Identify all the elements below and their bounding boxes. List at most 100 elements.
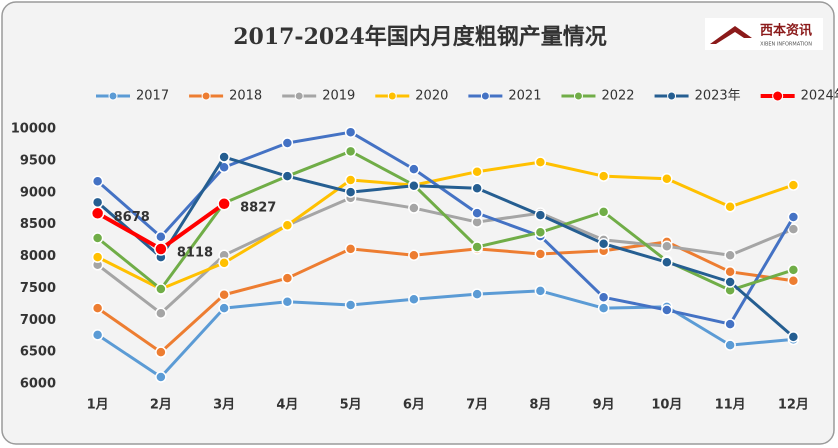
legend-marker [667,91,677,101]
data-point [344,186,357,198]
data-point [344,145,357,158]
data-point [597,302,610,314]
x-tick-label: 4月 [276,398,298,413]
data-point [597,170,610,182]
data-point [91,196,104,209]
data-point [534,285,547,297]
y-tick-label: 9000 [20,185,56,200]
x-tick-label: 12月 [778,398,809,413]
x-tick-label: 9月 [593,398,615,413]
data-point [534,156,547,168]
data-point [344,243,357,255]
legend-label: 2021 [508,89,541,104]
legend-marker [480,91,490,101]
legend-label: 2022 [601,89,634,104]
x-tick-label: 7月 [466,398,488,413]
data-point [218,302,230,314]
data-point [471,288,483,300]
data-point [344,126,357,138]
chart-title: 2017-2024年国内月度粗钢产量情况 [233,24,607,50]
data-point [724,318,736,330]
data-point [787,274,800,287]
legend-marker [294,91,304,101]
data-point [787,223,800,235]
data-point [787,211,800,223]
legend-label: 2024年 [801,89,838,104]
data-point [471,165,483,178]
data-point [218,289,230,301]
data-point [534,209,547,221]
data-point [597,291,610,304]
legend-item: 2023年 [654,89,741,104]
data-point [787,264,800,276]
data-point [597,238,610,250]
data-point [408,293,420,305]
data-point [91,251,104,263]
x-tick-label: 8月 [529,398,551,413]
data-point [218,151,230,163]
data-point [91,232,104,244]
legend-label: 2023年 [695,89,741,104]
legend-item: 2017 [96,89,169,104]
legend-label: 2019 [322,89,355,104]
data-point [724,339,736,351]
data-point [281,272,294,284]
data-point [281,170,294,182]
y-tick-label: 7000 [20,313,56,328]
data-point [155,307,167,319]
data-point [344,299,357,311]
data-point [154,242,168,256]
y-tick-label: 7500 [20,281,56,296]
legend-marker [573,91,583,101]
data-point [281,219,294,232]
logo-name: 西本资讯 [760,23,812,39]
y-tick-label: 6000 [20,377,56,392]
data-label: 8118 [177,245,213,260]
data-point [471,241,483,253]
data-label: 8827 [240,200,276,215]
x-tick-label: 5月 [340,398,362,413]
data-point [408,163,420,175]
data-label: 8678 [114,210,150,225]
x-tick-label: 10月 [651,398,682,413]
legend-label: 2020 [415,89,448,104]
legend-item: 2021 [468,89,541,104]
legend-item: 2020 [375,89,448,104]
data-point [218,257,230,269]
y-tick-label: 6500 [20,345,56,360]
series-line [96,160,794,291]
data-point [724,249,736,261]
data-point [155,346,167,358]
y-tick-label: 10000 [11,122,56,137]
data-point [91,175,104,188]
legend-marker [201,91,211,101]
legend-marker [772,90,784,102]
legend-label: 2017 [136,89,169,104]
data-point [281,137,294,149]
data-point [408,179,420,192]
x-tick-label: 2月 [150,398,172,413]
data-point [661,172,673,185]
data-point [787,331,800,343]
y-tick-label: 8000 [20,249,56,264]
legend-item: 2024年 [760,89,838,104]
data-point [90,206,105,221]
data-point [471,182,483,195]
legend-item: 2018 [189,89,262,104]
series-line [96,155,795,338]
series-line [96,130,795,326]
data-point [91,302,104,314]
data-point [534,226,547,239]
data-point [155,283,167,295]
data-point [281,296,294,308]
x-tick-label: 11月 [715,398,746,413]
data-point [787,179,800,191]
data-point [471,207,483,219]
legend-label: 2018 [229,89,262,104]
data-point [344,174,357,186]
logo-sub: XIBEN INFORMATION [760,42,812,48]
data-point [597,206,610,218]
data-point [724,276,736,288]
